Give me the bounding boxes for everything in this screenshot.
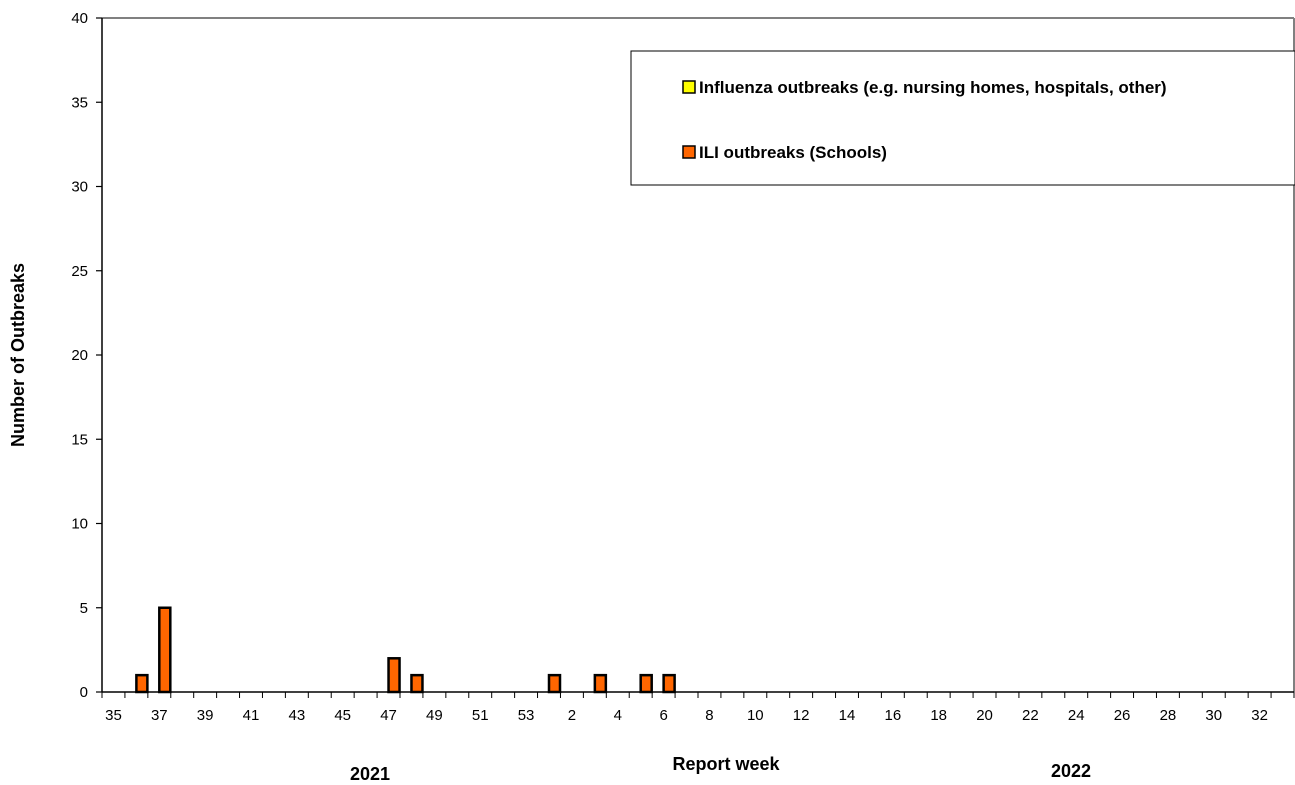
x-tick-label: 32 bbox=[1251, 707, 1268, 724]
legend-label-ili: ILI outbreaks (Schools) bbox=[699, 143, 887, 162]
x-tick-label: 53 bbox=[518, 707, 535, 724]
y-tick-label: 30 bbox=[71, 179, 88, 196]
legend-swatch-ili bbox=[682, 145, 696, 159]
y-tick-label: 15 bbox=[71, 431, 88, 448]
x-tick-label: 26 bbox=[1114, 707, 1131, 724]
x-axis-ticks: 35 37 39 41 43 45 47 49 51 53 2 4 6 8 10 12 14 16 18 20 22 24… bbox=[101, 692, 1295, 724]
x-tick-label: 41 bbox=[243, 707, 260, 724]
x-tick-label: 45 bbox=[334, 707, 351, 724]
legend-box bbox=[630, 50, 1295, 186]
y-tick-label: 40 bbox=[71, 10, 88, 27]
x-axis-title: Report week bbox=[672, 754, 780, 774]
legend-label-influenza: Influenza outbreaks (e.g. nursing homes,… bbox=[699, 78, 1167, 97]
x-tick-label: 39 bbox=[197, 707, 214, 724]
y-tick-label: 20 bbox=[71, 347, 88, 364]
x-tick-label: 47 bbox=[380, 707, 397, 724]
y-tick-label: 35 bbox=[71, 94, 88, 111]
x-tick-label: 22 bbox=[1022, 707, 1039, 724]
bar-ili-week-36 bbox=[135, 673, 149, 694]
x-tick-label: 2 bbox=[568, 707, 576, 724]
legend: Influenza outbreaks (e.g. nursing homes,… bbox=[630, 50, 1295, 186]
x-tick-label: 14 bbox=[839, 707, 856, 724]
y-axis-ticks: 0 5 10 15 20 25 30 35 40 bbox=[71, 10, 102, 701]
x-tick-label: 16 bbox=[885, 707, 902, 724]
bar-ili-week-1 bbox=[547, 673, 562, 694]
x-tick-label: 18 bbox=[930, 707, 947, 724]
y-tick-label: 5 bbox=[80, 600, 88, 617]
bar-ili-week-48 bbox=[410, 673, 424, 694]
bar-ili-week-6 bbox=[662, 673, 676, 694]
bar-ili-week-3 bbox=[593, 673, 608, 694]
legend-swatch-influenza bbox=[682, 80, 696, 94]
x-tick-label: 4 bbox=[614, 707, 622, 724]
x-tick-label: 28 bbox=[1160, 707, 1177, 724]
x-tick-label: 51 bbox=[472, 707, 489, 724]
x-tick-label: 37 bbox=[151, 707, 168, 724]
bar-ili-week-5 bbox=[639, 673, 653, 694]
x-tick-label: 6 bbox=[659, 707, 667, 724]
x-tick-label: 35 bbox=[105, 707, 122, 724]
year-label-2021: 2021 bbox=[350, 764, 390, 784]
y-tick-label: 10 bbox=[71, 516, 88, 533]
x-tick-label: 43 bbox=[289, 707, 306, 724]
year-label-2022: 2022 bbox=[1051, 761, 1091, 781]
x-tick-label: 24 bbox=[1068, 707, 1085, 724]
x-tick-label: 8 bbox=[705, 707, 713, 724]
x-tick-label: 12 bbox=[793, 707, 810, 724]
bar-ili-week-47 bbox=[387, 657, 401, 694]
x-tick-label: 49 bbox=[426, 707, 443, 724]
bars bbox=[135, 606, 676, 694]
bar-ili-week-37 bbox=[158, 606, 172, 694]
x-tick-label: 30 bbox=[1205, 707, 1222, 724]
y-axis-title: Number of Outbreaks bbox=[8, 263, 28, 447]
x-tick-label: 20 bbox=[976, 707, 993, 724]
x-tick-label: 10 bbox=[747, 707, 764, 724]
y-tick-label: 0 bbox=[80, 684, 88, 701]
y-tick-label: 25 bbox=[71, 263, 88, 280]
